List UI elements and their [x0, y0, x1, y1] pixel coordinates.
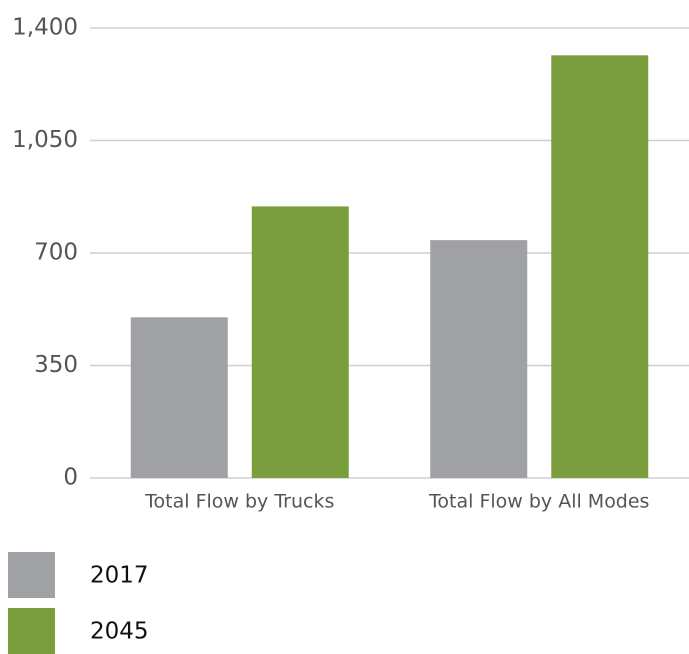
legend-label: 2045 [90, 619, 149, 645]
x-tick-label: Total Flow by Trucks [144, 491, 334, 513]
bar [551, 55, 649, 478]
legend-swatch [8, 608, 55, 654]
y-tick-label: 0 [63, 465, 78, 491]
bar [130, 317, 228, 478]
y-tick-label: 1,050 [12, 127, 78, 153]
legend-swatch [8, 552, 55, 598]
legend-label: 2017 [90, 563, 149, 589]
bar [251, 206, 349, 478]
y-tick-label: 700 [34, 240, 78, 266]
y-tick-label: 350 [34, 352, 78, 378]
bar [430, 240, 528, 478]
y-tick-label: 1,400 [12, 15, 78, 41]
x-tick-label: Total Flow by All Modes [428, 491, 649, 513]
